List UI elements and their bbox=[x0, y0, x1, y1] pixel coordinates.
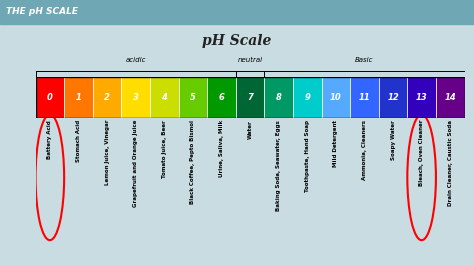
Text: pH Scale: pH Scale bbox=[202, 34, 272, 48]
Text: Soapy Water: Soapy Water bbox=[391, 120, 395, 160]
Text: 3: 3 bbox=[133, 93, 138, 102]
Bar bbox=[379, 77, 407, 118]
Text: 1: 1 bbox=[75, 93, 82, 102]
Bar bbox=[93, 77, 121, 118]
Bar bbox=[407, 77, 436, 118]
Text: Grapefruit and Orange Juice: Grapefruit and Orange Juice bbox=[133, 120, 138, 207]
Text: 5: 5 bbox=[190, 93, 196, 102]
Text: 6: 6 bbox=[219, 93, 224, 102]
Text: 13: 13 bbox=[416, 93, 428, 102]
Text: 11: 11 bbox=[358, 93, 370, 102]
Bar bbox=[236, 77, 264, 118]
Bar bbox=[121, 77, 150, 118]
Text: acidic: acidic bbox=[126, 57, 146, 63]
Bar bbox=[36, 77, 64, 118]
Text: 10: 10 bbox=[330, 93, 342, 102]
Text: 2: 2 bbox=[104, 93, 110, 102]
Text: 0: 0 bbox=[47, 93, 53, 102]
Text: Lemon Juice, Vinegar: Lemon Juice, Vinegar bbox=[105, 120, 109, 185]
Text: 7: 7 bbox=[247, 93, 253, 102]
Bar bbox=[150, 77, 179, 118]
Bar bbox=[436, 77, 465, 118]
Text: Black Coffee, Pepto Bismol: Black Coffee, Pepto Bismol bbox=[191, 120, 195, 204]
Text: THE pH SCALE: THE pH SCALE bbox=[6, 7, 78, 16]
Text: Bleach, Oven Cleaner: Bleach, Oven Cleaner bbox=[419, 120, 424, 186]
Text: Baking Soda, Seawater, Eggs: Baking Soda, Seawater, Eggs bbox=[276, 120, 281, 211]
Text: Ammonia, Cleaners: Ammonia, Cleaners bbox=[362, 120, 367, 180]
Bar bbox=[207, 77, 236, 118]
Bar bbox=[350, 77, 379, 118]
Bar bbox=[64, 77, 93, 118]
Text: 14: 14 bbox=[444, 93, 456, 102]
Bar bbox=[321, 77, 350, 118]
Bar bbox=[293, 77, 321, 118]
Text: Urine, Saliva, Milk: Urine, Saliva, Milk bbox=[219, 120, 224, 177]
Bar bbox=[179, 77, 207, 118]
Text: Water: Water bbox=[247, 120, 253, 139]
Text: Toothpaste, Hand Soap: Toothpaste, Hand Soap bbox=[305, 120, 310, 192]
Text: 12: 12 bbox=[387, 93, 399, 102]
Bar bbox=[0, 0, 474, 24]
Text: 8: 8 bbox=[276, 93, 282, 102]
Text: 9: 9 bbox=[304, 93, 310, 102]
Text: Drain Cleaner, Caustic Soda: Drain Cleaner, Caustic Soda bbox=[448, 120, 453, 206]
Text: Battery Acid: Battery Acid bbox=[47, 120, 52, 159]
Text: Basic: Basic bbox=[355, 57, 374, 63]
Text: Tomato Juice, Beer: Tomato Juice, Beer bbox=[162, 120, 167, 178]
Text: Mild Detergent: Mild Detergent bbox=[333, 120, 338, 167]
Bar bbox=[264, 77, 293, 118]
Text: 4: 4 bbox=[161, 93, 167, 102]
Text: Stomach Acid: Stomach Acid bbox=[76, 120, 81, 162]
Text: neutral: neutral bbox=[237, 57, 263, 63]
